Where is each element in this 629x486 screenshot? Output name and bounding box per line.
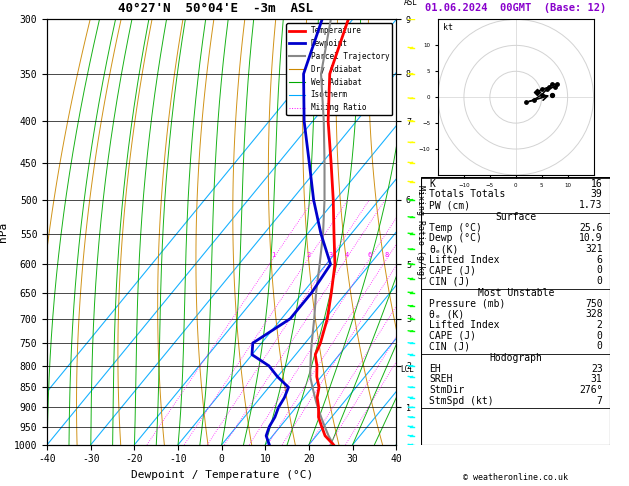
Text: 1.73: 1.73 [579, 200, 603, 210]
Text: 31: 31 [591, 375, 603, 384]
Text: 2: 2 [597, 320, 603, 330]
Text: θₑ(K): θₑ(K) [429, 244, 459, 254]
Text: Pressure (mb): Pressure (mb) [429, 298, 505, 309]
Text: θₑ (K): θₑ (K) [429, 309, 464, 319]
Text: 10.9: 10.9 [579, 233, 603, 243]
Point [552, 80, 562, 88]
Text: 16: 16 [591, 179, 603, 189]
X-axis label: Dewpoint / Temperature (°C): Dewpoint / Temperature (°C) [131, 470, 313, 480]
Text: 276°: 276° [579, 385, 603, 395]
Text: km
ASL: km ASL [403, 0, 418, 7]
Text: K: K [429, 179, 435, 189]
Text: CIN (J): CIN (J) [429, 341, 470, 351]
Text: 0: 0 [597, 330, 603, 341]
Text: 7: 7 [597, 396, 603, 406]
Text: 23: 23 [591, 364, 603, 374]
Text: StmSpd (kt): StmSpd (kt) [429, 396, 494, 406]
Y-axis label: Mixing Ratio (g/kg): Mixing Ratio (g/kg) [416, 185, 425, 279]
Text: Hodograph: Hodograph [489, 353, 542, 363]
Text: 3: 3 [328, 252, 333, 259]
Text: Lifted Index: Lifted Index [429, 255, 499, 265]
Text: Lifted Index: Lifted Index [429, 320, 499, 330]
Text: 6: 6 [368, 252, 372, 259]
Text: EH: EH [429, 364, 441, 374]
Text: 2: 2 [306, 252, 311, 259]
Legend: Temperature, Dewpoint, Parcel Trajectory, Dry Adiabat, Wet Adiabat, Isotherm, Mi: Temperature, Dewpoint, Parcel Trajectory… [286, 23, 392, 115]
Text: 6: 6 [597, 255, 603, 265]
Text: SREH: SREH [429, 375, 452, 384]
Text: 328: 328 [585, 309, 603, 319]
Point [532, 88, 542, 96]
Text: 01.06.2024  00GMT  (Base: 12): 01.06.2024 00GMT (Base: 12) [425, 3, 606, 13]
Text: 39: 39 [591, 190, 603, 199]
Text: 8: 8 [385, 252, 389, 259]
Text: © weatheronline.co.uk: © weatheronline.co.uk [464, 473, 568, 482]
Point [529, 96, 539, 104]
Text: CIN (J): CIN (J) [429, 276, 470, 286]
Point [550, 83, 560, 91]
Point [545, 83, 555, 91]
Text: Most Unstable: Most Unstable [477, 288, 554, 298]
Text: PW (cm): PW (cm) [429, 200, 470, 210]
Text: 321: 321 [585, 244, 603, 254]
Text: 0: 0 [597, 276, 603, 286]
Text: 40°27'N  50°04'E  -3m  ASL: 40°27'N 50°04'E -3m ASL [118, 2, 313, 15]
Text: Dewp (°C): Dewp (°C) [429, 233, 482, 243]
Point [547, 80, 557, 88]
Y-axis label: hPa: hPa [0, 222, 8, 242]
Text: 750: 750 [585, 298, 603, 309]
Point [537, 86, 547, 93]
Text: 1: 1 [271, 252, 276, 259]
Text: CAPE (J): CAPE (J) [429, 330, 476, 341]
Text: 0: 0 [597, 341, 603, 351]
Text: StmDir: StmDir [429, 385, 464, 395]
Text: LCL: LCL [400, 365, 414, 374]
Text: 4: 4 [344, 252, 348, 259]
Text: Temp (°C): Temp (°C) [429, 223, 482, 233]
Point [547, 91, 557, 99]
Text: 25.6: 25.6 [579, 223, 603, 233]
Text: Totals Totals: Totals Totals [429, 190, 505, 199]
Text: CAPE (J): CAPE (J) [429, 265, 476, 276]
Point [542, 86, 552, 93]
Point [521, 99, 531, 106]
Point [537, 91, 547, 99]
Text: Surface: Surface [495, 212, 537, 222]
Text: 0: 0 [597, 265, 603, 276]
Text: kt: kt [443, 23, 454, 32]
